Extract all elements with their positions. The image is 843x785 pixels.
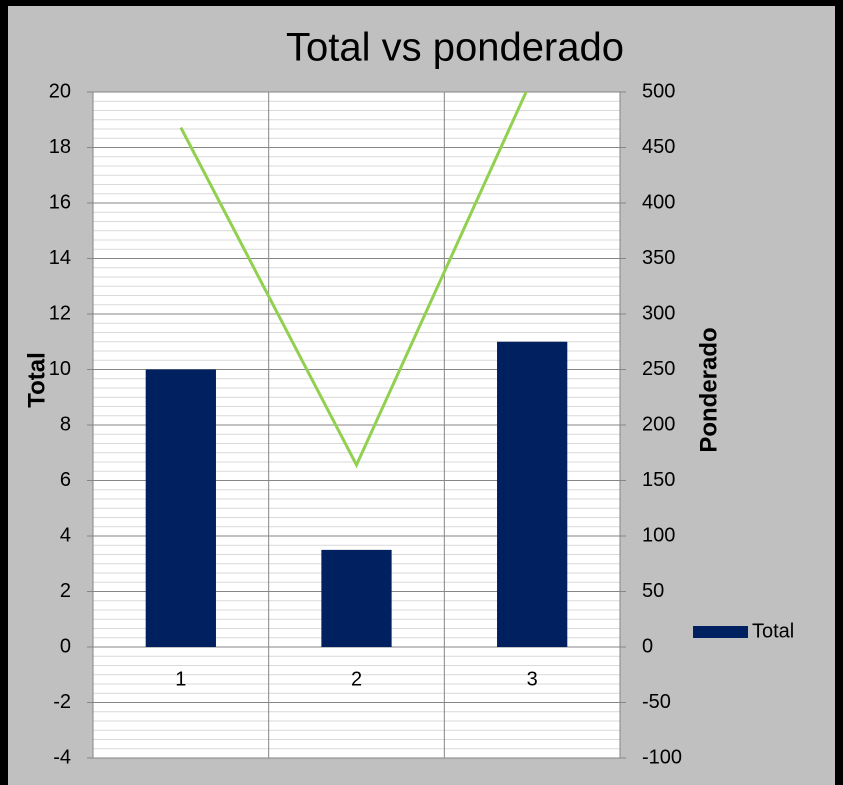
- plot-clip: [145, 92, 568, 647]
- x-tick-label: 2: [351, 668, 362, 690]
- y-tick-label: 14: [49, 247, 71, 269]
- y2-axis-title: Ponderado: [695, 327, 722, 452]
- y2-tick-label: 150: [642, 469, 675, 491]
- chart-title: Total vs ponderado: [286, 26, 624, 70]
- y2-tick-label: 250: [642, 358, 675, 380]
- y2-tick-label: 100: [642, 524, 675, 546]
- y2-tick-label: -50: [642, 691, 671, 713]
- y2-tick-label: 200: [642, 413, 675, 435]
- bar: [145, 369, 216, 647]
- y-tick-label: 4: [60, 524, 71, 546]
- y2-tick-label: 0: [642, 635, 653, 657]
- y2-tick-label: 450: [642, 136, 675, 158]
- legend-swatch: [693, 626, 748, 638]
- y2-tick-label: 400: [642, 191, 675, 213]
- y-tick-label: 12: [49, 302, 71, 324]
- y2-tick-label: 350: [642, 247, 675, 269]
- y-tick-label: 6: [60, 469, 71, 491]
- y-tick-label: 0: [60, 635, 71, 657]
- y2-tick-label: 300: [642, 302, 675, 324]
- y-tick-label: 20: [49, 80, 71, 102]
- legend-label: Total: [752, 620, 794, 642]
- bar: [497, 341, 568, 647]
- x-tick-label: 3: [527, 668, 538, 690]
- bar: [321, 549, 392, 647]
- y-axis-title: Total: [23, 352, 50, 408]
- y2-tick-label: -100: [642, 746, 682, 768]
- y2-tick-label: 500: [642, 80, 675, 102]
- y-tick-label: 8: [60, 413, 71, 435]
- y-tick-label: 10: [49, 358, 71, 380]
- y-tick-label: -2: [53, 691, 71, 713]
- y-tick-label: 18: [49, 136, 71, 158]
- line: [179, 92, 528, 469]
- y2-tick-label: 50: [642, 580, 664, 602]
- x-tick-label: 1: [175, 668, 186, 690]
- y-tick-label: -4: [53, 746, 71, 768]
- y-tick-label: 16: [49, 191, 71, 213]
- y-tick-label: 2: [60, 580, 71, 602]
